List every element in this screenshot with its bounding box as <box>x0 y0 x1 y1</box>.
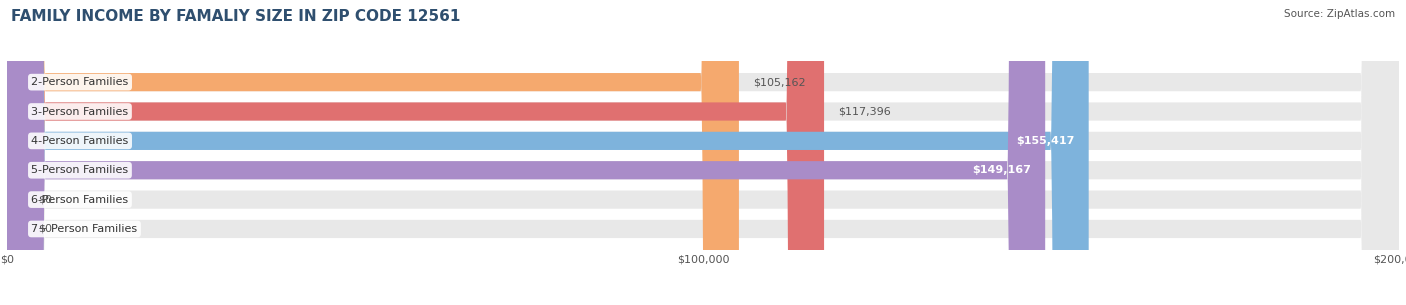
FancyBboxPatch shape <box>7 0 1045 305</box>
FancyBboxPatch shape <box>7 0 824 305</box>
FancyBboxPatch shape <box>7 0 1399 305</box>
FancyBboxPatch shape <box>7 0 1399 305</box>
Text: 5-Person Families: 5-Person Families <box>31 165 128 175</box>
Text: $105,162: $105,162 <box>752 77 806 87</box>
Text: $0: $0 <box>38 224 52 234</box>
FancyBboxPatch shape <box>7 0 1399 305</box>
Text: 4-Person Families: 4-Person Families <box>31 136 128 146</box>
FancyBboxPatch shape <box>7 0 1088 305</box>
Text: 3-Person Families: 3-Person Families <box>31 106 128 117</box>
Text: $155,417: $155,417 <box>1017 136 1074 146</box>
Text: Source: ZipAtlas.com: Source: ZipAtlas.com <box>1284 9 1395 19</box>
FancyBboxPatch shape <box>7 0 1399 305</box>
FancyBboxPatch shape <box>7 0 1399 305</box>
FancyBboxPatch shape <box>7 0 1399 305</box>
Text: FAMILY INCOME BY FAMALIY SIZE IN ZIP CODE 12561: FAMILY INCOME BY FAMALIY SIZE IN ZIP COD… <box>11 9 461 24</box>
Text: 2-Person Families: 2-Person Families <box>31 77 128 87</box>
Text: 7+ Person Families: 7+ Person Families <box>31 224 138 234</box>
Text: $0: $0 <box>38 195 52 205</box>
FancyBboxPatch shape <box>7 0 740 305</box>
Text: 6-Person Families: 6-Person Families <box>31 195 128 205</box>
Text: $149,167: $149,167 <box>973 165 1031 175</box>
Text: $117,396: $117,396 <box>838 106 891 117</box>
